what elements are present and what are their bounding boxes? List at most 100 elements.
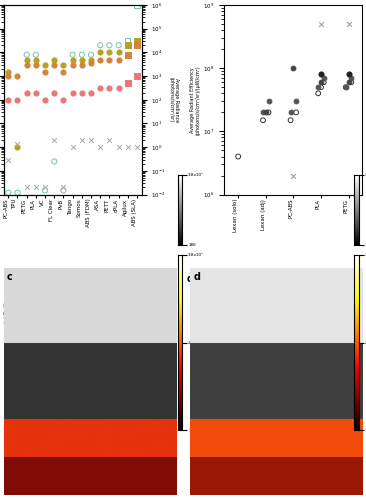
Point: [293, 108, 299, 116]
Point: [5, 156, 11, 164]
Point: [24, 56, 30, 64]
Point: [107, 56, 112, 64]
Point: [60, 184, 66, 192]
Point: [107, 48, 112, 56]
Point: [315, 90, 321, 98]
Point: [266, 108, 272, 116]
Text: d: d: [193, 272, 200, 282]
Point: [33, 56, 39, 64]
Point: [125, 50, 131, 58]
Point: [318, 20, 324, 28]
Point: [5, 188, 11, 196]
Point: [51, 56, 57, 64]
Point: [291, 64, 296, 72]
Point: [24, 61, 30, 69]
Point: [5, 96, 11, 104]
Point: [346, 70, 351, 78]
Point: [343, 83, 349, 91]
Point: [116, 84, 122, 92]
Point: [88, 59, 94, 67]
Point: [60, 61, 66, 69]
Y-axis label: Average Radiant Efficiency
(photons/s/cm²/sr)/(µW/cm²): Average Radiant Efficiency (photons/s/cm…: [190, 65, 201, 134]
Legend: 500 nm, 570 nm, Phosphorescence, 675 nm, 745 nm: 500 nm, 570 nm, Phosphorescence, 675 nm,…: [0, 301, 89, 325]
Y-axis label: Average Radiance
(photons/s/cm²/sr): Average Radiance (photons/s/cm²/sr): [168, 77, 179, 122]
Point: [60, 68, 66, 76]
Point: [79, 88, 85, 96]
Point: [346, 70, 351, 78]
Point: [88, 56, 94, 64]
Point: [88, 136, 94, 144]
Point: [70, 50, 75, 58]
Text: c: c: [7, 274, 13, 284]
Point: [88, 50, 94, 58]
Point: [42, 68, 48, 76]
Point: [70, 61, 75, 69]
Point: [24, 184, 30, 192]
Point: [51, 158, 57, 166]
Point: [70, 56, 75, 64]
Point: [134, 1, 140, 9]
Point: [107, 136, 112, 144]
Point: [125, 37, 131, 45]
Point: [288, 116, 294, 124]
Point: [291, 172, 296, 179]
Point: [15, 72, 20, 80]
Point: [42, 61, 48, 69]
Point: [263, 108, 269, 116]
Point: [116, 56, 122, 64]
Point: [5, 68, 11, 76]
Point: [24, 88, 30, 96]
Point: [97, 56, 103, 64]
Point: [343, 83, 349, 91]
Point: [134, 143, 140, 151]
Point: [116, 42, 122, 50]
Point: [318, 78, 324, 86]
Legend: Liver, Kidney, Skin, Bone, Material: Liver, Kidney, Skin, Bone, Material: [213, 296, 279, 320]
Point: [134, 72, 140, 80]
Point: [134, 42, 140, 50]
Point: [318, 70, 324, 78]
Point: [79, 136, 85, 144]
Point: [70, 143, 75, 151]
Point: [318, 83, 324, 91]
Point: [266, 97, 272, 105]
Point: [348, 78, 354, 86]
Point: [24, 50, 30, 58]
Point: [33, 61, 39, 69]
Text: b: b: [197, 0, 204, 1]
Point: [321, 78, 326, 86]
Point: [97, 42, 103, 50]
Point: [51, 61, 57, 69]
Point: [42, 184, 48, 192]
Point: [116, 143, 122, 151]
Point: [15, 96, 20, 104]
Point: [125, 79, 131, 87]
Point: [346, 20, 351, 28]
Point: [321, 74, 326, 82]
Point: [33, 184, 39, 192]
Point: [88, 88, 94, 96]
Point: [235, 152, 241, 160]
Point: [315, 83, 321, 91]
Point: [125, 42, 131, 50]
Point: [348, 74, 354, 82]
Point: [293, 97, 299, 105]
Text: c: c: [7, 272, 13, 282]
Point: [260, 108, 266, 116]
Point: [79, 50, 85, 58]
Point: [346, 78, 351, 86]
Point: [107, 42, 112, 50]
Point: [79, 56, 85, 64]
Point: [42, 96, 48, 104]
Point: [79, 61, 85, 69]
Point: [33, 50, 39, 58]
Text: d: d: [187, 274, 194, 284]
Point: [51, 136, 57, 144]
Point: [260, 116, 266, 124]
Point: [60, 96, 66, 104]
Point: [51, 88, 57, 96]
Point: [107, 84, 112, 92]
Point: [33, 88, 39, 96]
Point: [125, 143, 131, 151]
Point: [97, 84, 103, 92]
